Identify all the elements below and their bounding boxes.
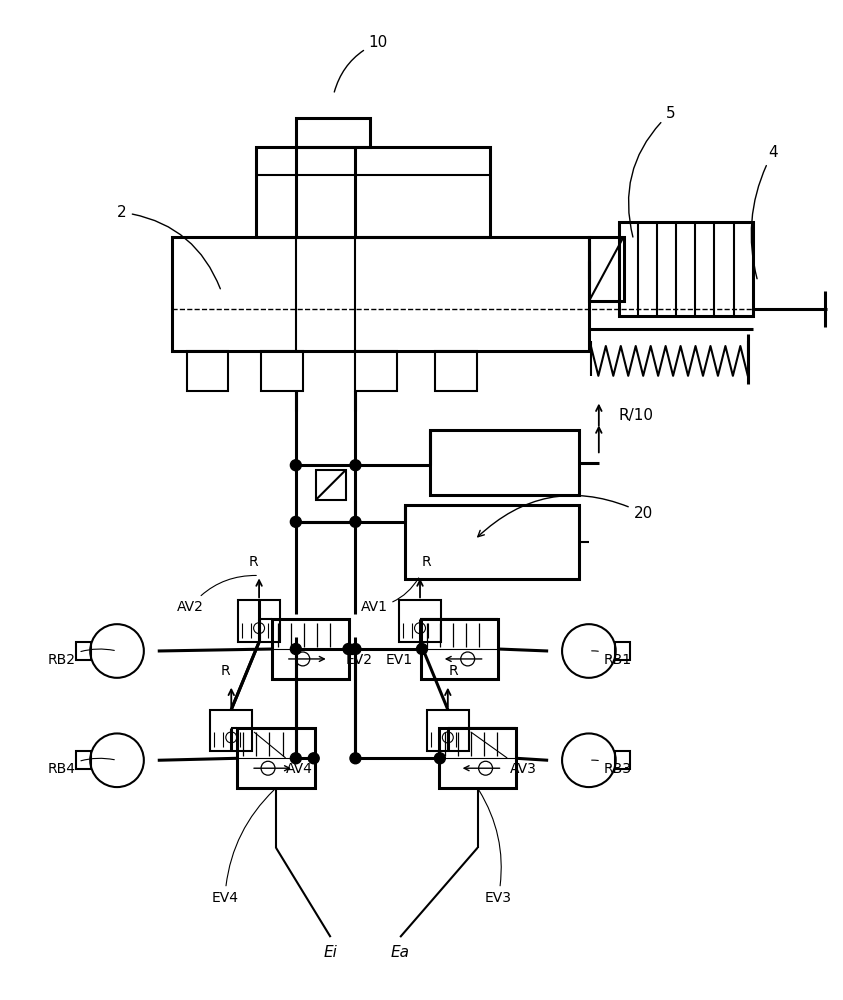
Bar xyxy=(239,600,280,642)
Circle shape xyxy=(350,753,361,764)
Bar xyxy=(315,470,346,500)
Text: RB3: RB3 xyxy=(592,760,631,776)
Text: AV3: AV3 xyxy=(471,732,536,776)
Bar xyxy=(356,351,397,391)
Bar xyxy=(172,237,589,351)
Bar xyxy=(435,351,476,391)
Text: R: R xyxy=(221,664,230,678)
Circle shape xyxy=(309,753,319,764)
Text: AV1: AV1 xyxy=(361,578,419,614)
Text: RB2: RB2 xyxy=(47,649,115,667)
Circle shape xyxy=(416,644,427,654)
Text: R: R xyxy=(422,555,431,569)
Bar xyxy=(405,505,579,579)
Text: 20: 20 xyxy=(478,495,652,537)
Bar xyxy=(399,600,441,642)
Bar xyxy=(296,118,370,147)
Text: RB1: RB1 xyxy=(592,651,632,667)
Text: EV3: EV3 xyxy=(479,790,512,905)
Bar xyxy=(256,147,490,237)
Circle shape xyxy=(290,460,301,471)
Text: 5: 5 xyxy=(629,106,675,237)
Text: EV1: EV1 xyxy=(385,649,420,667)
Text: EV2: EV2 xyxy=(346,649,373,667)
Bar xyxy=(421,619,498,679)
Circle shape xyxy=(343,644,354,654)
Bar xyxy=(430,430,579,495)
Text: RB4: RB4 xyxy=(47,758,115,776)
Bar xyxy=(439,728,517,788)
Text: Ea: Ea xyxy=(390,945,410,960)
Text: AV4: AV4 xyxy=(255,732,313,776)
Circle shape xyxy=(434,753,445,764)
Bar xyxy=(186,351,228,391)
Bar xyxy=(237,728,314,788)
Bar xyxy=(211,710,252,751)
Circle shape xyxy=(290,753,301,764)
Circle shape xyxy=(350,460,361,471)
Text: 4: 4 xyxy=(751,145,777,279)
Text: R/10: R/10 xyxy=(619,408,653,423)
Bar xyxy=(261,351,303,391)
Text: 2: 2 xyxy=(117,205,220,289)
Text: R: R xyxy=(449,664,459,678)
Bar xyxy=(427,710,469,751)
Text: Ei: Ei xyxy=(324,945,337,960)
Bar xyxy=(589,237,624,301)
Bar xyxy=(76,751,91,769)
Bar xyxy=(76,642,91,660)
Text: EV4: EV4 xyxy=(212,790,274,905)
Bar xyxy=(615,751,630,769)
Circle shape xyxy=(290,644,301,654)
Bar xyxy=(272,619,350,679)
Circle shape xyxy=(350,644,361,654)
Text: AV2: AV2 xyxy=(177,575,256,614)
Text: R: R xyxy=(249,555,258,569)
Bar xyxy=(619,222,753,316)
Bar xyxy=(615,642,630,660)
Circle shape xyxy=(290,516,301,527)
Text: 10: 10 xyxy=(335,35,388,92)
Circle shape xyxy=(350,516,361,527)
